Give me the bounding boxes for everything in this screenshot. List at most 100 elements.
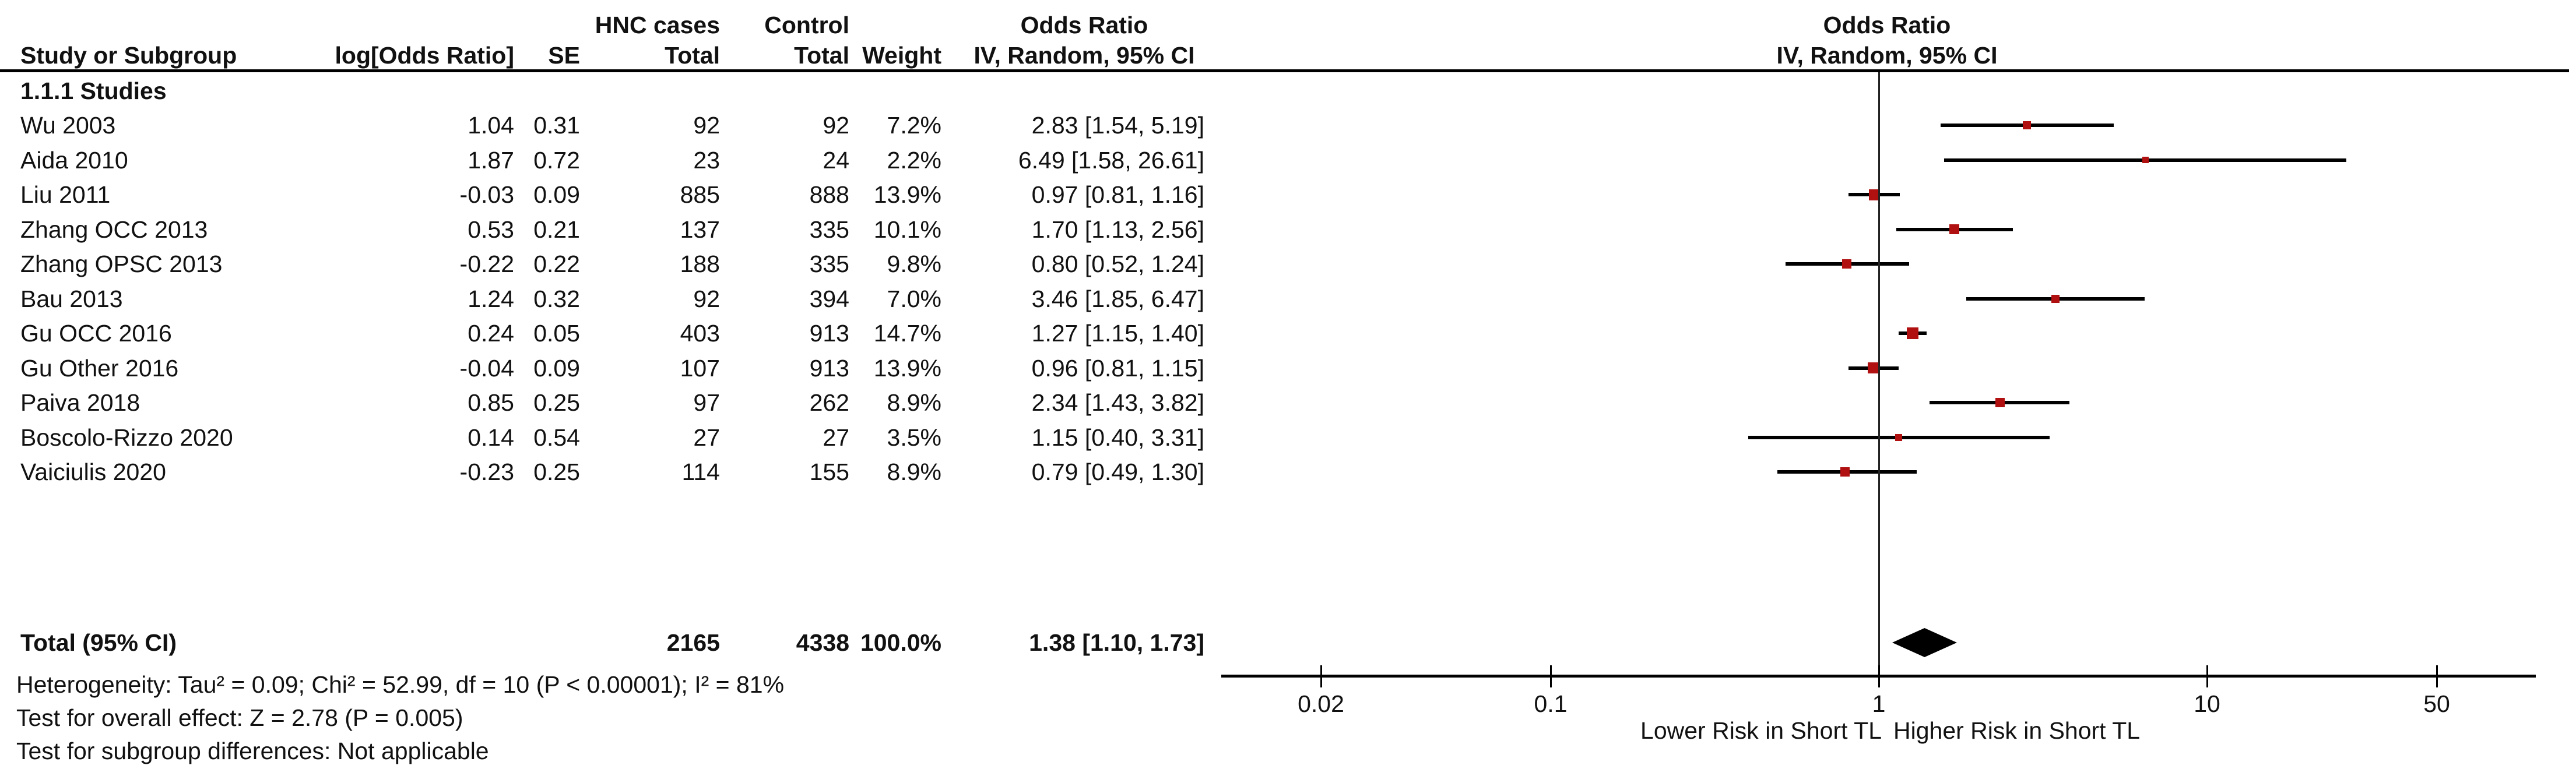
overall-effect-note: Test for overall effect: Z = 2.78 (P = 0… (16, 704, 463, 731)
study-or-ci-text: 2.34 [1.43, 3.82] (1031, 389, 1204, 416)
study-name: Liu 2011 (20, 181, 111, 208)
or-marker (1842, 259, 1851, 269)
study-name: Boscolo-Rizzo 2020 (20, 424, 233, 451)
study-control-total: 262 (809, 389, 849, 416)
study-hnc-total: 114 (681, 458, 720, 485)
study-hnc-total: 188 (680, 251, 720, 277)
axis-tick (1878, 665, 1880, 687)
header-log-odds-ratio: log[Odds Ratio] (335, 42, 514, 69)
study-hnc-total: 97 (693, 389, 720, 416)
study-name: Paiva 2018 (20, 389, 140, 416)
study-log-or: 1.87 (468, 147, 514, 174)
header-odds-ratio-right: Odds Ratio (1823, 12, 1951, 38)
axis-left-direction-label: Lower Risk in Short TL (1640, 717, 1882, 744)
or-marker (1949, 224, 1959, 234)
study-or-ci-text: 6.49 [1.58, 26.61] (1018, 147, 1204, 174)
study-control-total: 335 (809, 251, 849, 277)
study-name: Vaiciulis 2020 (20, 458, 166, 485)
header-study-or-subgroup: Study or Subgroup (20, 42, 237, 69)
study-se: 0.32 (533, 285, 580, 312)
study-name: Aida 2010 (20, 147, 128, 174)
study-or-ci-text: 0.80 [0.52, 1.24] (1031, 251, 1204, 277)
study-weight: 10.1% (873, 216, 941, 243)
study-weight: 13.9% (873, 181, 941, 208)
or-marker (2142, 157, 2149, 163)
study-log-or: -0.04 (459, 355, 514, 382)
axis-tick (2436, 665, 2438, 687)
study-se: 0.31 (533, 112, 580, 139)
study-or-ci-text: 1.70 [1.13, 2.56] (1031, 216, 1204, 243)
heterogeneity-note: Heterogeneity: Tau² = 0.09; Chi² = 52.99… (16, 671, 785, 698)
study-se: 0.22 (533, 251, 580, 277)
or-marker (2023, 121, 2031, 129)
study-name: Gu Other 2016 (20, 355, 179, 382)
study-se: 0.09 (533, 355, 580, 382)
study-name: Zhang OPSC 2013 (20, 251, 223, 277)
subgroup-differences-note: Test for subgroup differences: Not appli… (16, 738, 489, 764)
study-or-ci-text: 2.83 [1.54, 5.19] (1031, 112, 1204, 139)
axis-tick (1550, 665, 1552, 687)
study-se: 0.21 (533, 216, 580, 243)
or-marker (1895, 434, 1902, 441)
axis-tick (2206, 665, 2208, 687)
study-control-total: 913 (809, 320, 849, 347)
study-or-ci-text: 0.96 [0.81, 1.15] (1031, 355, 1204, 382)
study-log-or: -0.03 (459, 181, 514, 208)
study-log-or: 0.14 (468, 424, 514, 451)
study-log-or: 0.24 (468, 320, 514, 347)
study-control-total: 335 (809, 216, 849, 243)
study-weight: 3.5% (887, 424, 941, 451)
study-se: 0.09 (533, 181, 580, 208)
total-weight-value: 100.0% (860, 629, 941, 656)
axis-tick (1320, 665, 1322, 687)
header-weight: Weight (862, 42, 941, 69)
axis-tick-label: 50 (2423, 690, 2450, 717)
axis-tick-label: 1 (1872, 690, 1886, 717)
study-weight: 14.7% (873, 320, 941, 347)
header-divider (0, 69, 2569, 72)
study-hnc-total: 27 (693, 424, 720, 451)
header-total-control: Total (794, 42, 849, 69)
study-log-or: -0.23 (459, 458, 514, 485)
axis-tick-label: 10 (2194, 690, 2220, 717)
study-hnc-total: 92 (693, 285, 720, 312)
study-log-or: 0.85 (468, 389, 514, 416)
study-weight: 8.9% (887, 458, 941, 485)
total-label: Total (95% CI) (20, 629, 177, 656)
study-or-ci-text: 1.15 [0.40, 3.31] (1031, 424, 1204, 451)
study-log-or: -0.22 (459, 251, 514, 277)
header-iv-random-left: IV, Random, 95% CI (974, 42, 1195, 69)
study-or-ci-text: 0.79 [0.49, 1.30] (1031, 458, 1204, 485)
total-hnc-value: 2165 (666, 629, 720, 656)
study-name: Zhang OCC 2013 (20, 216, 208, 243)
study-se: 0.25 (533, 458, 580, 485)
study-control-total: 888 (809, 181, 849, 208)
total-control-value: 4338 (796, 629, 849, 656)
or-marker (1907, 327, 1918, 339)
axis-tick-label: 0.02 (1298, 690, 1344, 717)
study-or-ci-text: 3.46 [1.85, 6.47] (1031, 285, 1204, 312)
study-weight: 13.9% (873, 355, 941, 382)
header-se: SE (548, 42, 580, 69)
study-weight: 2.2% (887, 147, 941, 174)
study-weight: 8.9% (887, 389, 941, 416)
study-hnc-total: 107 (680, 355, 720, 382)
study-log-or: 1.04 (468, 112, 514, 139)
study-hnc-total: 403 (680, 320, 720, 347)
study-weight: 9.8% (887, 251, 941, 277)
study-control-total: 394 (809, 285, 849, 312)
study-or-ci-text: 0.97 [0.81, 1.16] (1031, 181, 1204, 208)
study-log-or: 1.24 (468, 285, 514, 312)
study-control-total: 27 (823, 424, 849, 451)
axis-right-direction-label: Higher Risk in Short TL (1893, 717, 2141, 744)
study-weight: 7.0% (887, 285, 941, 312)
or-marker (1869, 189, 1880, 200)
study-log-or: 0.53 (468, 216, 514, 243)
header-iv-random-right: IV, Random, 95% CI (1776, 42, 1998, 69)
study-weight: 7.2% (887, 112, 941, 139)
study-hnc-total: 137 (680, 216, 720, 243)
study-control-total: 155 (809, 458, 849, 485)
header-hnc-cases: HNC cases (595, 12, 720, 38)
study-name: Wu 2003 (20, 112, 116, 139)
